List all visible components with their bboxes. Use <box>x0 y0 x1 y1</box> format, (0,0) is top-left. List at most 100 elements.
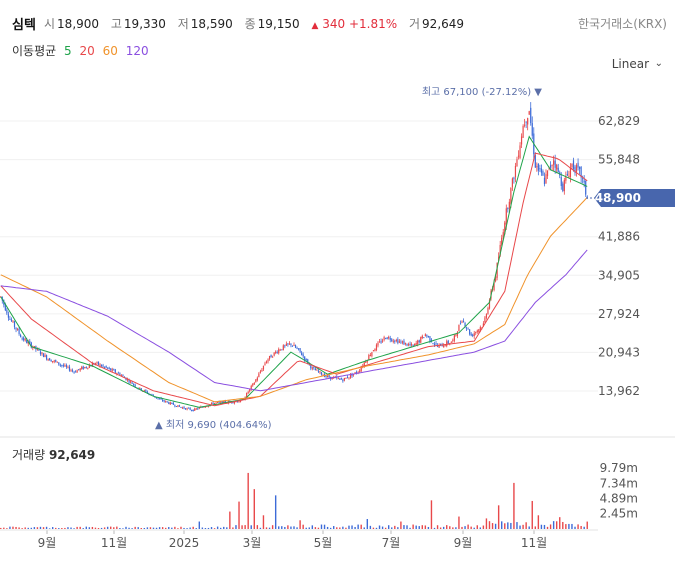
candle-body <box>165 401 167 403</box>
candle-body <box>508 201 510 209</box>
candle-body <box>220 401 222 403</box>
candles-group <box>0 102 588 412</box>
candle-body <box>496 262 498 278</box>
candle-body <box>155 397 158 399</box>
candle-body <box>26 339 28 344</box>
x-tick-label: 2025 <box>169 536 200 550</box>
volume-bar <box>366 519 369 529</box>
candle-body <box>67 366 69 368</box>
volume-bar <box>565 524 567 529</box>
change-percent: +1.81% <box>348 17 398 31</box>
candle-body <box>546 170 549 177</box>
candle-body <box>337 378 339 380</box>
candle-body <box>294 345 297 348</box>
y-tick-label: 41,886 <box>598 230 640 244</box>
y-tick-label: 62,829 <box>598 114 640 128</box>
candle-body <box>406 343 408 346</box>
volume-bar <box>516 522 518 529</box>
volume-bar <box>30 527 33 529</box>
candle-body <box>96 362 98 364</box>
volume-bar <box>137 527 139 529</box>
volume-bar <box>415 525 417 529</box>
volume-bar <box>412 524 414 529</box>
volume-bar <box>24 527 26 529</box>
candle-body <box>224 400 226 403</box>
x-tick-label: 7월 <box>382 536 401 550</box>
candle-body <box>482 323 484 327</box>
volume-label: 거 <box>409 17 421 31</box>
candle-body <box>143 390 145 392</box>
candle-body <box>484 317 486 322</box>
ma-120-label: 120 <box>125 44 149 58</box>
volume-bar <box>436 525 439 529</box>
candle-body <box>327 375 329 377</box>
ma-20-label: 20 <box>79 44 95 58</box>
volume-value: 92,649 <box>422 17 465 31</box>
volume-bar <box>152 527 155 529</box>
candle-body <box>582 178 584 180</box>
volume-bar <box>207 527 210 529</box>
candle-body <box>126 379 129 381</box>
volume-bar <box>336 527 338 529</box>
x-tick-label: 9월 <box>38 536 57 550</box>
volume-bar <box>229 511 231 529</box>
candle-body <box>275 351 277 353</box>
volume-bar <box>110 526 112 529</box>
candle-body <box>363 362 365 367</box>
candle-body <box>171 402 173 404</box>
candle-body <box>328 374 330 378</box>
volume-bar <box>119 528 121 529</box>
candle-body <box>21 338 23 340</box>
volume-bar <box>168 527 170 529</box>
volume-bar <box>143 527 146 529</box>
candle-body <box>259 371 261 373</box>
candle-body <box>371 352 373 357</box>
candle-body <box>204 406 207 408</box>
candle-body <box>549 165 552 168</box>
ma-5-label: 5 <box>64 44 72 58</box>
volume-bar <box>241 525 243 529</box>
volume-bar <box>461 526 463 529</box>
volume-bar <box>360 524 362 529</box>
candle-body <box>198 407 200 409</box>
candle-body <box>111 369 113 371</box>
candle-body <box>180 406 182 408</box>
candle-body <box>369 355 371 357</box>
candle-body <box>23 337 25 341</box>
candle-body <box>133 383 135 385</box>
candle-body <box>33 346 35 348</box>
volume-bar <box>317 527 320 529</box>
volume-bar <box>128 527 130 529</box>
candle-body <box>256 377 258 381</box>
candle-body <box>447 340 449 344</box>
volume-bar <box>33 527 36 529</box>
candle-body <box>557 167 559 173</box>
candle-body <box>374 349 376 352</box>
candle-body <box>423 337 425 339</box>
volume-bar <box>268 527 271 529</box>
candle-body <box>287 343 289 345</box>
volume-bar <box>287 525 289 529</box>
volume-bar <box>48 528 51 529</box>
y-tick-label: 20,943 <box>598 345 640 359</box>
volume-bar <box>394 525 396 529</box>
ma-legend[interactable]: 이동평균 5 20 60 120 <box>12 42 153 59</box>
volume-bar <box>186 528 188 529</box>
candle-body <box>90 365 92 367</box>
candle-body <box>514 166 517 178</box>
candle-body <box>255 379 257 383</box>
volume-bar <box>165 527 167 529</box>
scale-selector[interactable]: Linear <box>611 57 649 71</box>
candle-body <box>249 388 251 392</box>
candle-body <box>426 335 428 337</box>
volume-bar <box>397 527 399 529</box>
volume-bar <box>67 527 69 529</box>
volume-bar <box>140 527 142 529</box>
volume-bar <box>345 527 347 529</box>
chevron-down-icon[interactable]: ⌄ <box>654 58 663 69</box>
candle-body <box>36 348 39 350</box>
volume-bar <box>488 521 491 529</box>
candle-body <box>365 361 367 363</box>
candle-body <box>29 340 31 343</box>
